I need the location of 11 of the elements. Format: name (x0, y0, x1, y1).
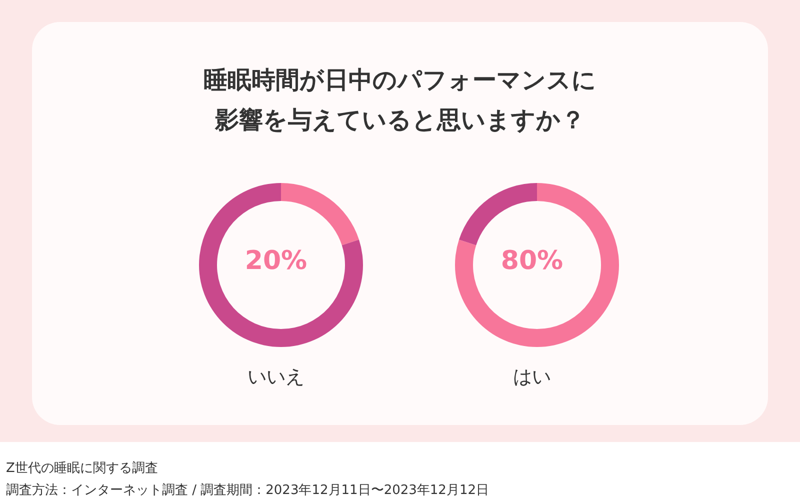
chart-title: 睡眠時間が日中のパフォーマンスに影響を与えていると思いますか？ (202, 65, 598, 136)
donut-slice (199, 183, 363, 347)
donut-slice (281, 183, 359, 246)
text: はい (512, 365, 552, 390)
text: 80% (500, 246, 564, 276)
donut-slice (455, 183, 619, 347)
text: いいえ (246, 365, 306, 390)
text: 20% (244, 246, 308, 276)
text: 調査方法：インターネット調査 / 調査期間：2023年12月11日〜2023年12月12日 (6, 482, 489, 500)
text: Z世代の睡眠に関する調査 (6, 460, 159, 478)
donut-slice (459, 183, 537, 246)
